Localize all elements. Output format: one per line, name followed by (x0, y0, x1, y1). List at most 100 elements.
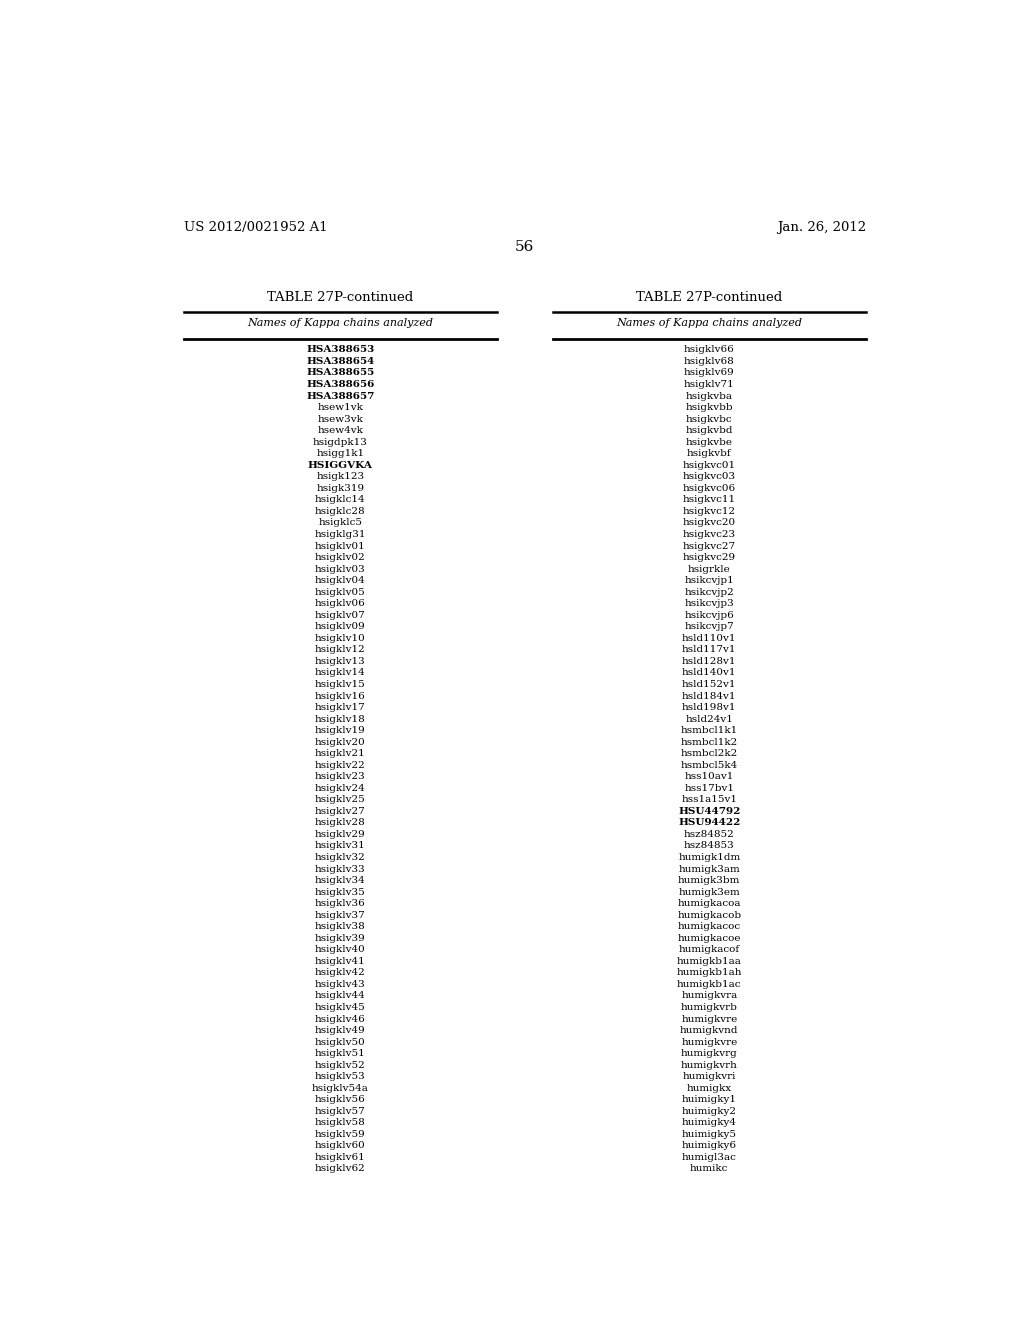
Text: TABLE 27P-continued: TABLE 27P-continued (267, 290, 414, 304)
Text: hsigklv44: hsigklv44 (315, 991, 366, 1001)
Text: HSA388656: HSA388656 (306, 380, 375, 389)
Text: hsew3vk: hsew3vk (317, 414, 364, 424)
Text: humigkvrh: humigkvrh (681, 1061, 737, 1069)
Text: hsigklv58: hsigklv58 (315, 1118, 366, 1127)
Text: hsigkvc27: hsigkvc27 (683, 541, 736, 550)
Text: humigk3bm: humigk3bm (678, 876, 740, 886)
Text: huimigky6: huimigky6 (682, 1142, 737, 1151)
Text: hsigklv59: hsigklv59 (315, 1130, 366, 1139)
Text: Jan. 26, 2012: Jan. 26, 2012 (777, 222, 866, 235)
Text: hsld184v1: hsld184v1 (682, 692, 736, 701)
Text: hsld198v1: hsld198v1 (682, 704, 736, 711)
Text: hsigkvbf: hsigkvbf (687, 449, 731, 458)
Text: humigk1dm: humigk1dm (678, 853, 740, 862)
Text: hsz84853: hsz84853 (684, 841, 734, 850)
Text: hsigklv56: hsigklv56 (315, 1096, 366, 1105)
Text: humigl3ac: humigl3ac (682, 1152, 736, 1162)
Text: hsigklv02: hsigklv02 (315, 553, 366, 562)
Text: hsikcvjp7: hsikcvjp7 (684, 622, 734, 631)
Text: Names of Kappa chains analyzed: Names of Kappa chains analyzed (247, 318, 433, 327)
Text: huimigky4: huimigky4 (682, 1118, 737, 1127)
Text: hsigkvba: hsigkvba (686, 392, 733, 400)
Text: HSA388653: HSA388653 (306, 346, 375, 354)
Text: HSA388655: HSA388655 (306, 368, 375, 378)
Text: hsigklv69: hsigklv69 (684, 368, 734, 378)
Text: hsigklv37: hsigklv37 (315, 911, 366, 920)
Text: HSU44792: HSU44792 (678, 807, 740, 816)
Text: hsigklc28: hsigklc28 (315, 507, 366, 516)
Text: humigk3em: humigk3em (679, 887, 740, 896)
Text: hsld128v1: hsld128v1 (682, 657, 736, 665)
Text: hsigklv27: hsigklv27 (315, 807, 366, 816)
Text: humigkb1aa: humigkb1aa (677, 957, 741, 966)
Text: hsigrkle: hsigrkle (688, 565, 731, 574)
Text: hsigkvbd: hsigkvbd (685, 426, 733, 436)
Text: hsigklv12: hsigklv12 (315, 645, 366, 655)
Text: hsigklv52: hsigklv52 (315, 1061, 366, 1069)
Text: humigkvre: humigkvre (681, 1015, 737, 1023)
Text: hsigklg31: hsigklg31 (314, 531, 366, 539)
Text: hsigk319: hsigk319 (316, 484, 365, 492)
Text: hsld117v1: hsld117v1 (682, 645, 736, 655)
Text: humigkvra: humigkvra (681, 991, 737, 1001)
Text: hsigkvbb: hsigkvbb (685, 403, 733, 412)
Text: hsigklv51: hsigklv51 (315, 1049, 366, 1059)
Text: hsigklv40: hsigklv40 (315, 945, 366, 954)
Text: hsld140v1: hsld140v1 (682, 668, 736, 677)
Text: hsigkvc12: hsigkvc12 (683, 507, 736, 516)
Text: huimigky2: huimigky2 (682, 1106, 737, 1115)
Text: hsigklv43: hsigklv43 (315, 979, 366, 989)
Text: hsigklv62: hsigklv62 (315, 1164, 366, 1173)
Text: hsigklc14: hsigklc14 (315, 495, 366, 504)
Text: hsigklv23: hsigklv23 (315, 772, 366, 781)
Text: hsigklv31: hsigklv31 (315, 841, 366, 850)
Text: humigkacob: humigkacob (677, 911, 741, 920)
Text: hsigklv32: hsigklv32 (315, 853, 366, 862)
Text: humigkacoc: humigkacoc (678, 923, 741, 931)
Text: hsmbcl5k4: hsmbcl5k4 (681, 760, 738, 770)
Text: HSA388654: HSA388654 (306, 356, 375, 366)
Text: Names of Kappa chains analyzed: Names of Kappa chains analyzed (616, 318, 803, 327)
Text: hsew1vk: hsew1vk (317, 403, 364, 412)
Text: hsigklv36: hsigklv36 (315, 899, 366, 908)
Text: hsigklv39: hsigklv39 (315, 933, 366, 942)
Text: hsigklv07: hsigklv07 (315, 611, 366, 620)
Text: hsigklv03: hsigklv03 (315, 565, 366, 574)
Text: hsigklv53: hsigklv53 (315, 1072, 366, 1081)
Text: 56: 56 (515, 240, 535, 253)
Text: humigk3am: humigk3am (679, 865, 740, 874)
Text: hsld110v1: hsld110v1 (682, 634, 736, 643)
Text: hsigklv54a: hsigklv54a (312, 1084, 369, 1093)
Text: hsigk123: hsigk123 (316, 473, 365, 482)
Text: huimigky1: huimigky1 (682, 1096, 737, 1105)
Text: humigkvnd: humigkvnd (680, 1026, 738, 1035)
Text: hsikcvjp1: hsikcvjp1 (684, 576, 734, 585)
Text: hsigklv22: hsigklv22 (315, 760, 366, 770)
Text: hsigklv66: hsigklv66 (684, 346, 734, 354)
Text: US 2012/0021952 A1: US 2012/0021952 A1 (183, 222, 328, 235)
Text: hsigklv57: hsigklv57 (315, 1106, 366, 1115)
Text: hsigklv41: hsigklv41 (315, 957, 366, 966)
Text: hsigkvc29: hsigkvc29 (683, 553, 736, 562)
Text: hsikcvjp6: hsikcvjp6 (684, 611, 734, 620)
Text: hsz84852: hsz84852 (684, 830, 734, 840)
Text: humigkvrb: humigkvrb (681, 1003, 737, 1012)
Text: hsigklv68: hsigklv68 (684, 356, 734, 366)
Text: humigkvrg: humigkvrg (681, 1049, 737, 1059)
Text: HSIGGVKA: HSIGGVKA (308, 461, 373, 470)
Text: humigkvri: humigkvri (683, 1072, 736, 1081)
Text: humikc: humikc (690, 1164, 728, 1173)
Text: hsigklv50: hsigklv50 (315, 1038, 366, 1047)
Text: hsigklv25: hsigklv25 (315, 796, 366, 804)
Text: hss17bv1: hss17bv1 (684, 784, 734, 793)
Text: hsew4vk: hsew4vk (317, 426, 364, 436)
Text: humigkb1ac: humigkb1ac (677, 979, 741, 989)
Text: hsld152v1: hsld152v1 (682, 680, 736, 689)
Text: hsigklv10: hsigklv10 (315, 634, 366, 643)
Text: hsigg1k1: hsigg1k1 (316, 449, 365, 458)
Text: hsigklv42: hsigklv42 (315, 969, 366, 977)
Text: humigkb1ah: humigkb1ah (677, 969, 742, 977)
Text: hsigklv24: hsigklv24 (315, 784, 366, 793)
Text: TABLE 27P-continued: TABLE 27P-continued (636, 290, 782, 304)
Text: hsigklv04: hsigklv04 (315, 576, 366, 585)
